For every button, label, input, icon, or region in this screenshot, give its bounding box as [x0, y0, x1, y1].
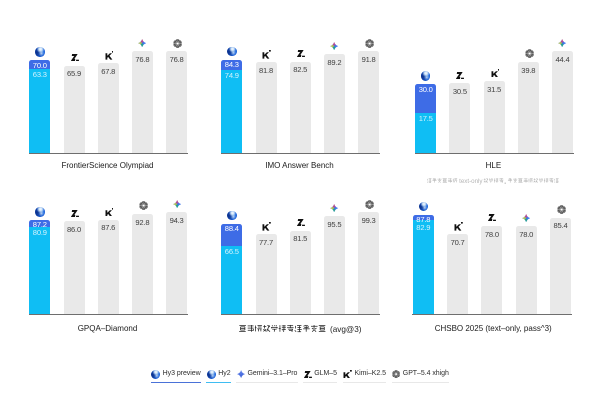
svg-text:(avg@3): (avg@3) [330, 325, 362, 334]
svg-text:text-only: text-only [459, 178, 483, 185]
